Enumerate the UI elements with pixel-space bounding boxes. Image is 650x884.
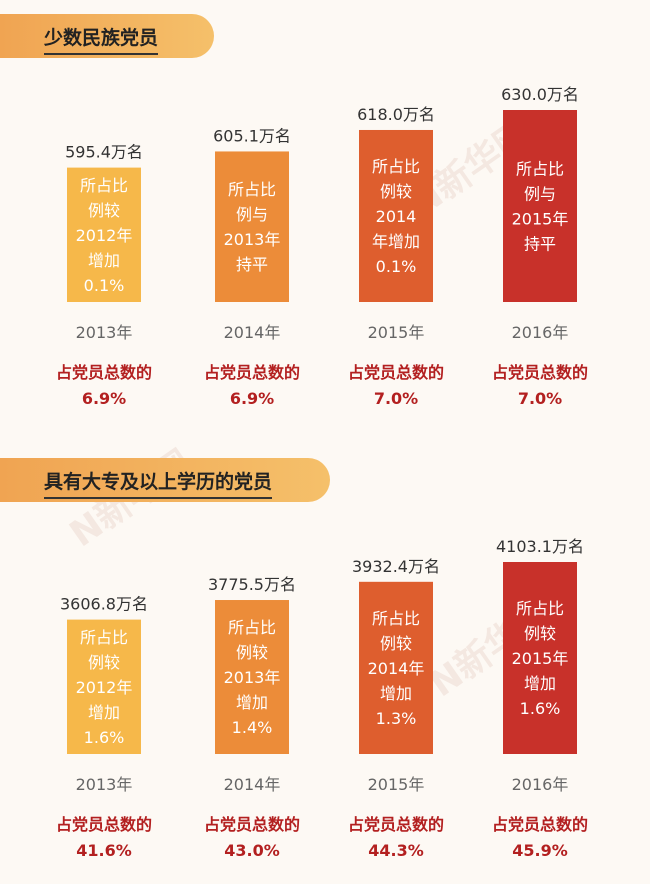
- bar-note: 2012年: [76, 226, 133, 245]
- bar-note: 例与: [524, 185, 556, 204]
- bar-note: 例较: [88, 653, 120, 672]
- bar: [215, 600, 289, 754]
- share-label: 占党员总数的: [204, 363, 300, 382]
- bar-note: 所占比: [372, 157, 420, 176]
- bar-note: 0.1%: [376, 257, 417, 276]
- bar-note: 持平: [524, 235, 556, 254]
- share-label: 占党员总数的: [348, 815, 444, 834]
- bar-note: 例与: [236, 205, 268, 224]
- share-label: 占党员总数的: [492, 815, 588, 834]
- value-label: 3775.5万名: [208, 575, 296, 594]
- share-value: 43.0%: [224, 841, 280, 860]
- bar: [215, 151, 289, 302]
- bar-note: 所占比: [516, 599, 564, 618]
- category-label: 2016年: [512, 775, 569, 794]
- category-label: 2014年: [224, 323, 281, 342]
- category-label: 2014年: [224, 775, 281, 794]
- bar-note: 增加: [524, 674, 556, 693]
- category-label: 2016年: [512, 323, 569, 342]
- bar-note: 所占比: [516, 160, 564, 179]
- bar-note: 所占比: [80, 628, 128, 647]
- bar-note: 增加: [380, 684, 412, 703]
- bar-note: 2014年: [368, 659, 425, 678]
- share-label: 占党员总数的: [492, 363, 588, 382]
- section-header-1: 少数民族党员: [0, 14, 214, 58]
- chart-ethnic-minority: 595.4万名 所占比 例较 2012年 增加 0.1% 2013年 占党员总数的 6.9% 60…: [0, 58, 650, 428]
- bar-note: 2013年: [224, 230, 281, 249]
- bar-note: 持平: [236, 255, 268, 274]
- bar-note: 例较: [88, 201, 120, 220]
- bar-note: 0.1%: [84, 276, 125, 295]
- share-label: 占党员总数的: [204, 815, 300, 834]
- value-label: 3606.8万名: [60, 595, 148, 614]
- bar-note: 年增加: [372, 232, 420, 251]
- share-value: 7.0%: [374, 389, 418, 408]
- bar: [503, 562, 577, 754]
- share-value: 41.6%: [76, 841, 132, 860]
- bar-note: 所占比: [80, 176, 128, 195]
- value-label: 595.4万名: [65, 143, 143, 162]
- bar-note: 1.4%: [232, 718, 273, 737]
- category-label: 2013年: [76, 775, 133, 794]
- bar-note: 所占比: [228, 180, 276, 199]
- value-label: 618.0万名: [357, 105, 435, 124]
- share-value: 44.3%: [368, 841, 424, 860]
- chart-college-educated: 3606.8万名 所占比 例较 2012年 增加 1.6% 2013年 占党员总数的 41.6%…: [0, 510, 650, 880]
- bar-note: 例较: [236, 643, 268, 662]
- bar: [67, 619, 141, 754]
- bar-note: 2013年: [224, 668, 281, 687]
- bar-note: 增加: [88, 703, 120, 722]
- bar-note: 所占比: [372, 609, 420, 628]
- share-value: 7.0%: [518, 389, 562, 408]
- bar: [359, 129, 433, 302]
- bar: [67, 167, 141, 302]
- bar-note: 增加: [88, 251, 120, 270]
- bar-note: 2015年: [512, 210, 569, 229]
- category-label: 2013年: [76, 323, 133, 342]
- bar-note: 例较: [380, 634, 412, 653]
- bar-note: 例较: [524, 624, 556, 643]
- bar-note: 2012年: [76, 678, 133, 697]
- share-label: 占党员总数的: [56, 363, 152, 382]
- value-label: 3932.4万名: [352, 557, 440, 576]
- section-title: 具有大专及以上学历的党员: [44, 467, 273, 499]
- bar-chart-svg: 3606.8万名所占比例较2012年增加1.6%2013年占党员总数的41.6%…: [56, 537, 588, 860]
- bar: [503, 110, 577, 302]
- section-title: 少数民族党员: [44, 23, 159, 55]
- value-label: 630.0万名: [501, 85, 579, 104]
- bar-note: 1.6%: [84, 728, 125, 747]
- bar-note: 2015年: [512, 649, 569, 668]
- bar-note: 2014: [376, 207, 417, 226]
- category-label: 2015年: [368, 323, 425, 342]
- section-header-2: 具有大专及以上学历的党员: [0, 458, 330, 502]
- bar-note: 例较: [380, 182, 412, 201]
- bar-note: 1.6%: [520, 699, 561, 718]
- value-label: 605.1万名: [213, 126, 291, 145]
- bar-chart-svg: 595.4万名所占比例较2012年增加0.1%2013年占党员总数的6.9%60…: [56, 85, 588, 408]
- share-value: 6.9%: [82, 389, 126, 408]
- bar-note: 所占比: [228, 618, 276, 637]
- bar-note: 增加: [236, 693, 268, 712]
- bar: [359, 581, 433, 754]
- share-label: 占党员总数的: [56, 815, 152, 834]
- share-label: 占党员总数的: [348, 363, 444, 382]
- bar-note: 1.3%: [376, 709, 417, 728]
- share-value: 45.9%: [512, 841, 568, 860]
- category-label: 2015年: [368, 775, 425, 794]
- value-label: 4103.1万名: [496, 537, 584, 556]
- share-value: 6.9%: [230, 389, 274, 408]
